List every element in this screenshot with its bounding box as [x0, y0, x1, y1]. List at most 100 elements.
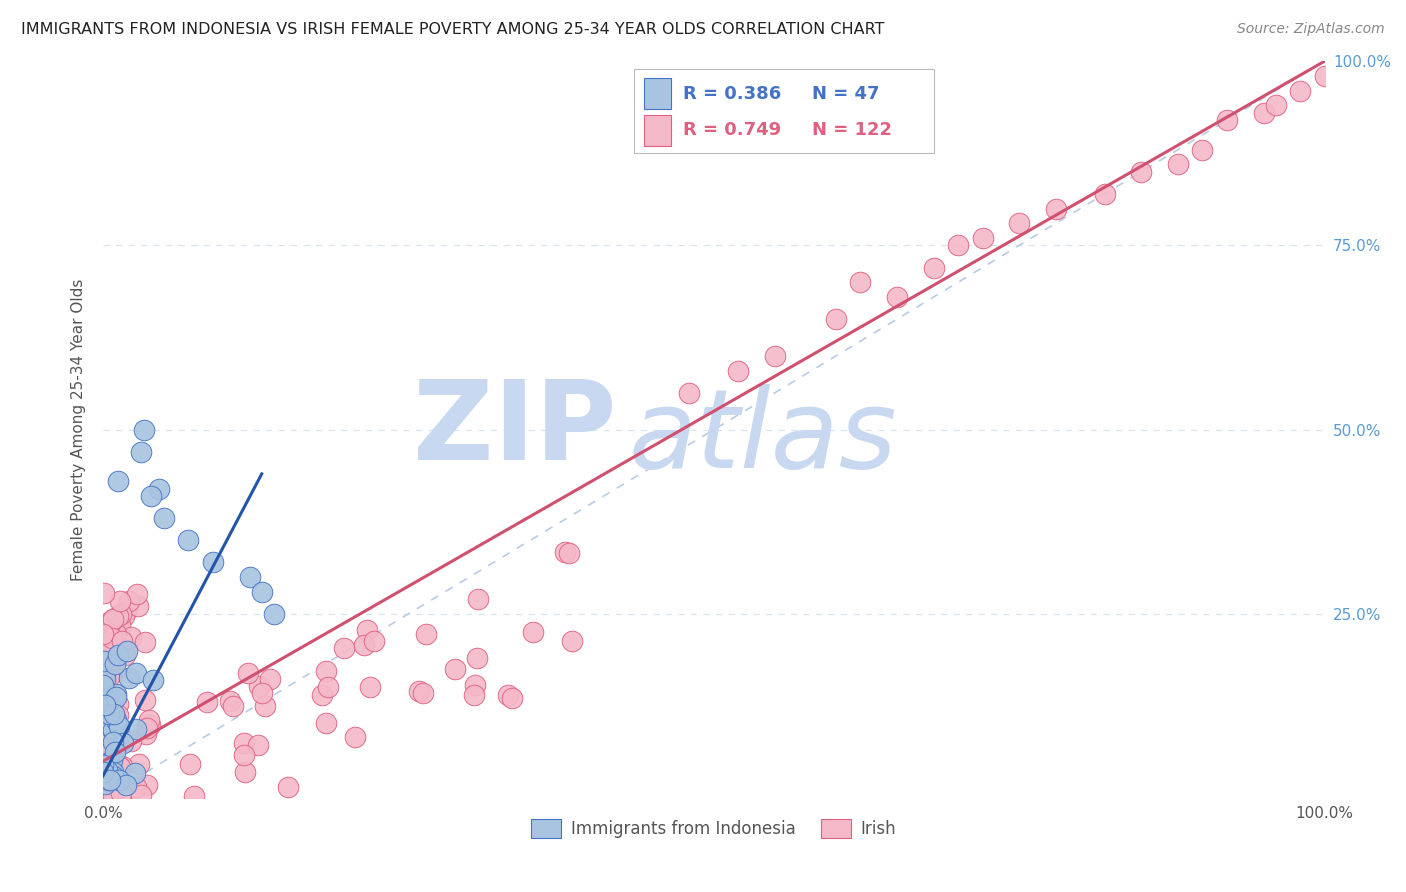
Point — [763, 349, 786, 363]
Point — [1264, 98, 1286, 112]
Point — [108, 594, 131, 608]
Point — [886, 290, 908, 304]
Point — [97, 706, 120, 721]
Point — [98, 772, 121, 787]
Point — [415, 627, 437, 641]
Text: Source: ZipAtlas.com: Source: ZipAtlas.com — [1237, 22, 1385, 37]
Point — [134, 423, 156, 437]
Point — [408, 684, 430, 698]
Point — [678, 385, 700, 400]
Point — [464, 678, 486, 692]
Point — [946, 238, 969, 252]
Text: R = 0.386: R = 0.386 — [683, 85, 782, 103]
Point — [124, 666, 146, 681]
Point — [91, 758, 114, 772]
Point — [103, 652, 125, 666]
Point — [259, 672, 281, 686]
Point — [128, 757, 150, 772]
Point — [139, 718, 162, 732]
Point — [359, 681, 381, 695]
Point — [263, 607, 285, 621]
Point — [108, 618, 131, 632]
Point — [110, 607, 132, 621]
Text: atlas: atlas — [628, 384, 897, 491]
Point — [91, 640, 114, 655]
Point — [233, 765, 256, 780]
Point — [94, 777, 117, 791]
Point — [222, 699, 245, 714]
Point — [333, 641, 356, 656]
Point — [96, 701, 118, 715]
Point — [94, 672, 117, 686]
Point — [134, 693, 156, 707]
Point — [1008, 216, 1031, 230]
Point — [254, 699, 277, 714]
Point — [115, 603, 138, 617]
Point — [104, 627, 127, 641]
Point — [316, 680, 339, 694]
Point — [103, 726, 125, 740]
Point — [104, 745, 127, 759]
Point — [103, 764, 125, 779]
Point — [139, 489, 162, 503]
Point — [96, 731, 118, 746]
Point — [727, 364, 749, 378]
Point — [922, 260, 945, 275]
Point — [1289, 84, 1312, 98]
Point — [124, 722, 146, 736]
Point — [110, 786, 132, 800]
Point — [96, 717, 118, 731]
Point — [96, 788, 118, 802]
Point — [183, 789, 205, 804]
Point — [117, 644, 139, 658]
Point — [107, 608, 129, 623]
Point — [356, 623, 378, 637]
Point — [103, 723, 125, 738]
Point — [107, 474, 129, 488]
Bar — [644, 78, 671, 109]
Point — [93, 654, 115, 668]
Point — [501, 690, 523, 705]
Point — [101, 612, 124, 626]
Point — [96, 706, 118, 720]
Point — [104, 760, 127, 774]
Text: N = 122: N = 122 — [811, 121, 891, 139]
Point — [94, 666, 117, 681]
Point — [91, 678, 114, 692]
Point — [105, 687, 128, 701]
Point — [1253, 105, 1275, 120]
Point — [98, 670, 121, 684]
Point — [97, 772, 120, 787]
Point — [1313, 69, 1336, 83]
Point — [363, 633, 385, 648]
Point — [118, 671, 141, 685]
Point — [463, 688, 485, 702]
Point — [972, 231, 994, 245]
Point — [412, 686, 434, 700]
Point — [134, 634, 156, 648]
Point — [498, 688, 520, 702]
Point — [1216, 113, 1239, 128]
Point — [1167, 157, 1189, 171]
Point — [277, 780, 299, 795]
Point — [112, 609, 135, 624]
Point — [177, 533, 200, 548]
Point — [124, 766, 146, 780]
Point — [117, 594, 139, 608]
Point — [98, 707, 121, 722]
Point — [238, 665, 260, 680]
Point — [105, 713, 128, 727]
Point — [444, 662, 467, 676]
Point — [142, 673, 165, 688]
Point — [107, 708, 129, 723]
Point — [114, 778, 136, 792]
Point — [96, 715, 118, 730]
Point — [561, 634, 583, 648]
Point — [100, 615, 122, 629]
Point — [138, 713, 160, 727]
Point — [1191, 143, 1213, 157]
Point — [94, 692, 117, 706]
Point — [101, 734, 124, 748]
Point — [111, 735, 134, 749]
Point — [111, 633, 134, 648]
